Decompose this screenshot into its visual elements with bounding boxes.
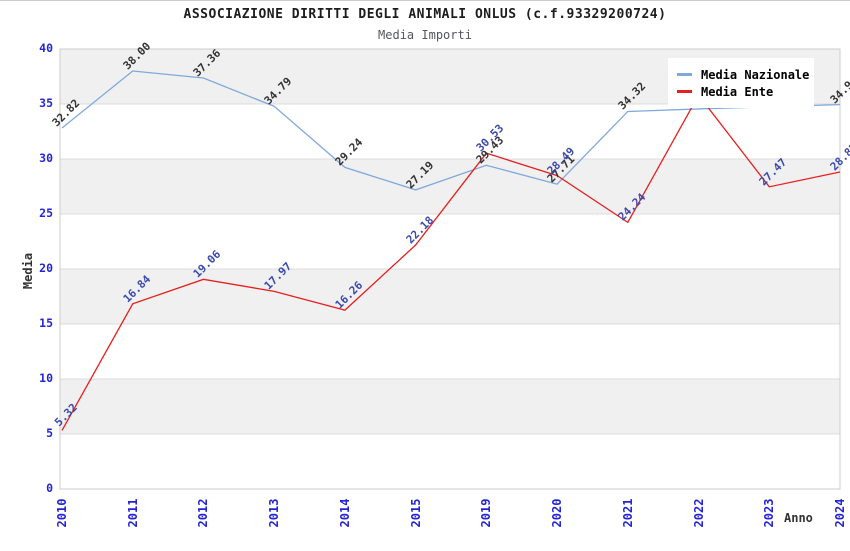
legend-item-media-nazionale: Media Nazionale xyxy=(677,67,810,82)
legend-label: Media Nazionale xyxy=(701,67,810,82)
chart-subtitle: Media Importi xyxy=(378,28,472,42)
y-tick-label: 5 xyxy=(46,426,53,440)
y-tick-label: 35 xyxy=(39,96,53,110)
legend-item-media-ente: Media Ente xyxy=(677,84,806,99)
x-tick-label: 2012 xyxy=(196,498,211,528)
x-tick-label: 2024 xyxy=(833,498,847,528)
legend-swatch-red-line-icon xyxy=(677,90,692,93)
plot-border xyxy=(59,48,841,490)
x-tick-label: 2015 xyxy=(408,498,423,528)
plot-band xyxy=(60,324,840,379)
y-tick-label: 40 xyxy=(39,41,53,55)
legend: Media Nazionale Media Ente xyxy=(668,58,814,108)
plot-band xyxy=(60,214,840,269)
y-tick-label: 10 xyxy=(39,371,53,385)
chart-title: ASSOCIAZIONE DIRITTI DEGLI ANIMALI ONLUS… xyxy=(183,7,667,22)
plot-band xyxy=(60,434,840,489)
x-tick-label: 2014 xyxy=(337,498,352,528)
x-tick-label: 2013 xyxy=(267,498,282,528)
y-tick-label: 0 xyxy=(46,481,53,495)
y-tick-label: 30 xyxy=(39,151,53,165)
x-tick-label: 2021 xyxy=(620,498,635,528)
legend-swatch-blue-line-icon xyxy=(677,73,692,76)
series-line-0 xyxy=(61,70,841,191)
plot-band xyxy=(60,269,840,324)
x-tick-label: 2023 xyxy=(762,498,777,528)
x-tick-label: 2022 xyxy=(691,498,706,528)
x-axis-title: Anno xyxy=(784,511,813,525)
y-tick-label: 25 xyxy=(39,206,53,220)
x-tick-label: 2010 xyxy=(55,498,69,528)
plot-band xyxy=(60,104,840,159)
plot-band xyxy=(60,159,840,214)
y-tick-label: 20 xyxy=(39,261,53,275)
legend-label: Media Ente xyxy=(701,84,774,99)
series-line-1 xyxy=(61,94,841,431)
x-tick-label: 2011 xyxy=(125,498,140,528)
x-tick-label: 2019 xyxy=(479,498,494,528)
plot-band xyxy=(60,379,840,434)
x-tick-label: 2020 xyxy=(550,498,565,528)
y-axis-title: Media xyxy=(21,252,35,290)
y-tick-label: 15 xyxy=(39,316,53,330)
